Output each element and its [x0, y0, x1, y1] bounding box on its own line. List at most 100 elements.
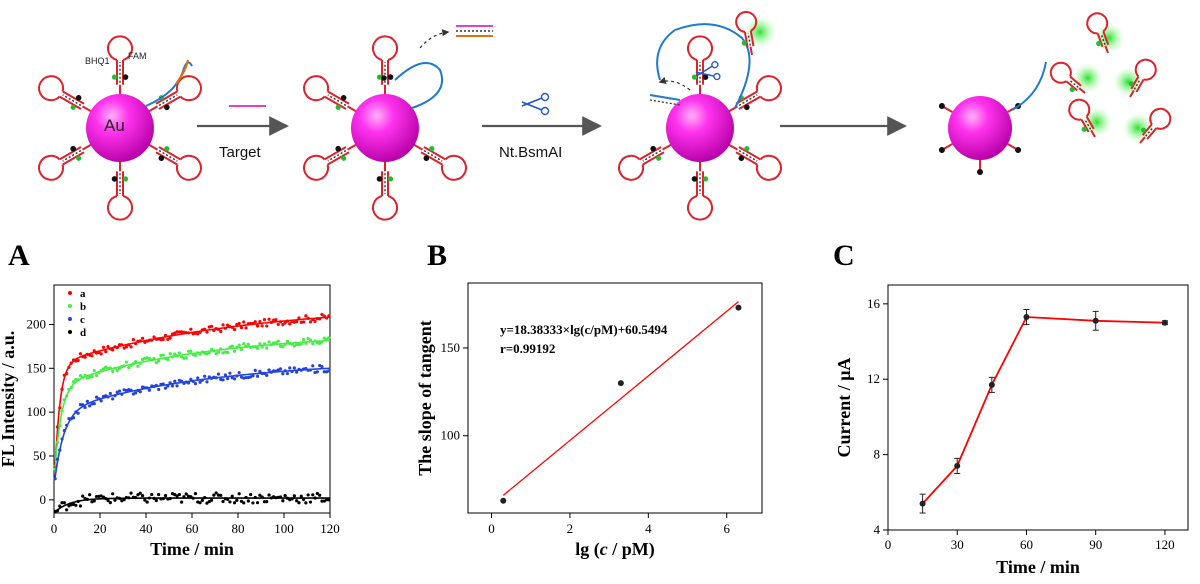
data-point-c — [85, 399, 89, 403]
data-point-a — [260, 324, 264, 328]
data-point-a — [78, 352, 83, 356]
data-point-c — [92, 401, 96, 406]
data-point-a — [161, 337, 165, 342]
probe-stem-bottom — [749, 30, 755, 47]
fam-dot — [656, 155, 662, 161]
data-point-c — [76, 411, 80, 415]
data-point-b — [311, 342, 315, 346]
data-point-a — [262, 317, 267, 322]
probe-loop — [687, 195, 713, 221]
data-point-d — [106, 499, 110, 503]
probe-linker — [1129, 89, 1135, 98]
panel-b-letter: B — [427, 239, 447, 272]
probe-stem-pairing — [642, 149, 662, 162]
probe-loop — [175, 75, 202, 102]
fam-dot — [70, 104, 76, 110]
probe-loop — [107, 35, 133, 61]
fluorescence-glow — [1122, 113, 1153, 143]
target-duplex — [649, 94, 681, 101]
data-point-b — [173, 352, 177, 356]
probe-loop — [755, 75, 782, 102]
probe-loop — [1068, 98, 1091, 121]
data-point-c — [99, 399, 103, 403]
data-point-a — [90, 354, 94, 358]
data-point-c — [315, 370, 319, 374]
data-point-d — [200, 498, 204, 503]
data-point-a — [288, 322, 292, 326]
data-point-c — [295, 370, 299, 374]
data-point — [1023, 314, 1030, 321]
y-tick-label: 12 — [867, 371, 880, 386]
fit-r-value: r=0.99192 — [500, 341, 555, 356]
data-point-d — [92, 499, 96, 503]
cleaved-stub — [938, 143, 953, 153]
data-point-d — [180, 500, 184, 504]
data-point-d — [129, 491, 133, 495]
data-point-d — [150, 492, 154, 497]
data-point-c — [157, 387, 161, 392]
hairpin-probe — [303, 75, 360, 114]
bhq-dot — [376, 176, 383, 182]
x-axis-title: Time / min — [150, 539, 234, 559]
data-point-d — [320, 499, 324, 503]
hairpin-probe — [145, 75, 202, 114]
hairpin-probe — [687, 35, 713, 98]
data-point — [954, 462, 961, 469]
scheme-stage-hybrid — [303, 35, 467, 221]
data-point-d — [143, 498, 147, 502]
probe-stem-top — [735, 90, 758, 105]
data-point-a — [205, 330, 209, 334]
data-point — [1092, 317, 1099, 324]
legend-marker-d — [68, 330, 72, 334]
probe-stem-top — [155, 90, 178, 105]
data-point-b — [134, 359, 138, 364]
data-point-c — [205, 380, 209, 384]
data-point-c — [88, 404, 92, 408]
data-point-b — [104, 365, 108, 369]
bhq-dot — [744, 104, 750, 111]
data-point-a — [129, 345, 133, 349]
data-point-c — [228, 371, 232, 375]
x-axis-title: lg (c / pM) — [575, 539, 655, 560]
fam-dot — [387, 176, 394, 182]
probe-linker — [1078, 87, 1086, 94]
fam-dot — [691, 74, 698, 80]
hairpin-probe — [735, 11, 758, 56]
data-point-d — [65, 508, 69, 512]
hairpin-probe — [372, 158, 398, 221]
probe-stem-pairing — [738, 94, 758, 107]
data-point-d — [140, 493, 145, 498]
data-point-a — [242, 320, 246, 324]
gold-nanoparticle — [86, 94, 154, 162]
blocker-strand — [175, 59, 190, 85]
x-tick-label: 60 — [1020, 537, 1033, 552]
fam-dot — [122, 176, 129, 182]
probe-loop — [755, 154, 782, 181]
data-point-b — [237, 343, 241, 347]
x-tick-label: 60 — [186, 521, 199, 536]
data-point-c — [170, 384, 175, 388]
data-point-b — [124, 360, 129, 364]
data-point-b — [157, 359, 161, 363]
x-tick-label: 4 — [645, 521, 652, 536]
bhq-dot — [1015, 147, 1022, 153]
hairpin-probe — [1086, 12, 1110, 54]
data-point-c — [78, 403, 83, 407]
panel-a: A 0 20 40 60 80 100 120 0 50 100 150 200 Time / min F… — [0, 239, 340, 559]
x-tick-label: 0 — [488, 521, 495, 536]
data-point-d — [265, 500, 269, 504]
probe-stem-pairing — [62, 149, 82, 162]
y-tick-label: 100 — [441, 428, 461, 443]
data-point-a — [196, 332, 200, 336]
probe-stem-top — [59, 95, 82, 110]
legend-marker-c — [68, 317, 72, 321]
y-tick-label: 200 — [27, 316, 47, 331]
data-point-a — [308, 320, 313, 324]
probe-stem-bottom — [639, 146, 662, 161]
data-point-a — [274, 318, 278, 322]
data-point-d — [262, 500, 267, 504]
reaction-scheme: Au BHQ1 FAM Target Nt.BsmAI — [38, 11, 1172, 221]
probe-loop — [687, 35, 713, 61]
stub-line — [1007, 143, 1017, 150]
data-point-d — [78, 504, 83, 508]
